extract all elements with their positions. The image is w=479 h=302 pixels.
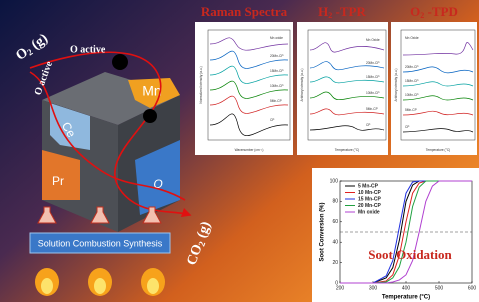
y-label: Arbitrary intensity (a.u.) [300, 69, 304, 102]
tpd-panel: Mn Oxide 20Mn-CP 15Mn-CP 10Mn-CP 5Mn-CP … [391, 22, 477, 155]
o-active: O active [70, 44, 106, 55]
series-label: 10Mn-CP [366, 91, 379, 95]
series-label: 15Mn-CP [366, 75, 379, 79]
y-tick-label: 60 [332, 219, 338, 225]
y-tick-label: 40 [332, 240, 338, 246]
flames [35, 268, 165, 296]
tpd-title: O2 -TPD [410, 4, 458, 20]
y-tick-label: 100 [330, 178, 339, 184]
soot-title: Soot Oxidation [368, 247, 452, 262]
legend-label: 15 Mn-CP [358, 196, 381, 202]
tpr-title: H2 -TPR [318, 4, 366, 20]
x-label: Temperature (°C) [426, 148, 450, 152]
series-label: 15Mn-CP [270, 69, 283, 73]
series-label: 5Mn-CP [405, 108, 417, 112]
series-label: 20Mn-CP [270, 54, 283, 58]
x-tick-label: 300 [369, 285, 378, 291]
series-label: 20Mn-CP [405, 65, 418, 69]
series-label: 10Mn-CP [270, 84, 283, 88]
synthesis-label: Solution Combustion Synthesis [38, 238, 163, 248]
series-label: 5Mn-CP [366, 107, 378, 111]
raman-title: Raman Spectra [201, 4, 288, 19]
x-label: Temperature (°C) [335, 148, 359, 152]
graphical-abstract: Raman Spectra H2 -TPR O2 -TPD Mn oxide 2… [0, 0, 479, 302]
raman-panel: Mn oxide 20Mn-CP 15Mn-CP 10Mn-CP 5Mn-CP … [195, 22, 293, 155]
series-label: 20Mn-CP [366, 61, 379, 65]
legend-label: 20 Mn-CP [358, 203, 381, 209]
series-label: CP [405, 125, 409, 129]
series-label: Mn oxide [270, 36, 283, 40]
series-label: 15Mn-CP [405, 79, 418, 83]
legend-label: 5 Mn-CP [358, 183, 379, 189]
series-label: Mn Oxide [366, 38, 380, 42]
series-label: 5Mn-CP [270, 99, 282, 103]
y-label: Arbitrary intensity (a.u.) [394, 69, 398, 102]
soot-particle [112, 54, 128, 70]
series-label: 10Mn-CP [405, 93, 418, 97]
x-label: Wavenumber (cm⁻¹) [235, 148, 264, 152]
y-axis-label: Soot Conversion (%) [320, 202, 326, 261]
legend-label: Mn oxide [358, 209, 380, 215]
x-tick-label: 200 [336, 285, 345, 291]
series-label: Mn Oxide [405, 36, 419, 40]
soot-particle [143, 109, 157, 123]
cube-label: Pr [52, 174, 64, 188]
legend-label: 10 Mn-CP [358, 190, 381, 196]
y-tick-label: 20 [332, 260, 338, 266]
y-label: Normalized Intensity (a.u.) [199, 66, 203, 103]
series-label: CP [270, 118, 274, 122]
x-tick-label: 400 [402, 285, 411, 291]
tpr-panel: Mn Oxide 20Mn-CP 15Mn-CP 10Mn-CP 5Mn-CP … [297, 22, 388, 155]
x-axis-label: Temperature (°C) [382, 295, 430, 301]
y-tick-label: 80 [332, 199, 338, 205]
x-tick-label: 500 [435, 285, 444, 291]
x-tick-label: 600 [468, 285, 477, 291]
series-label: CP [366, 123, 370, 127]
